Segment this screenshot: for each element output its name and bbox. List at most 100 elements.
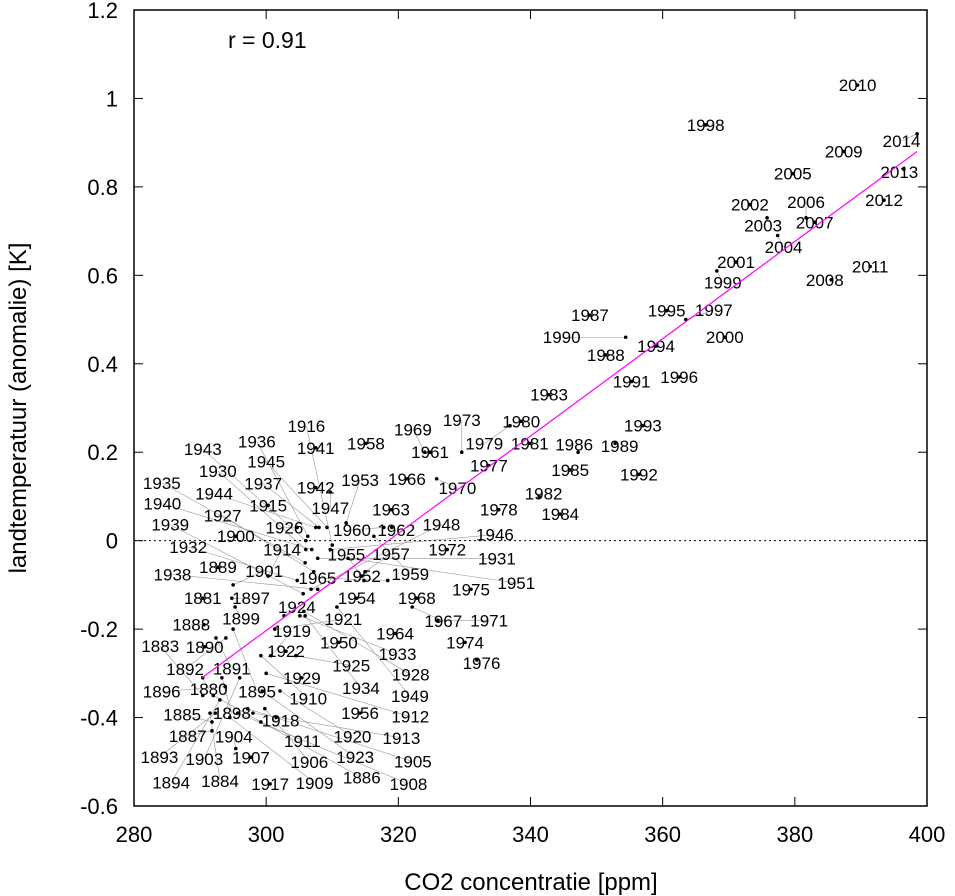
point-label-1996: 1996 — [660, 368, 698, 387]
point-label-1942: 1942 — [297, 479, 335, 498]
point-label-1923: 1923 — [336, 748, 374, 767]
data-point-1888 — [202, 622, 206, 627]
point-label-1934: 1934 — [342, 679, 380, 698]
point-label-2001: 2001 — [717, 253, 755, 272]
data-point-1960 — [381, 525, 386, 530]
leader-line — [336, 606, 411, 697]
point-label-2007: 2007 — [796, 213, 834, 232]
point-label-1952: 1952 — [343, 567, 381, 586]
point-label-1895: 1895 — [238, 682, 276, 701]
data-point-1974 — [463, 640, 467, 645]
leader-line — [222, 515, 314, 572]
leader-line — [264, 708, 310, 763]
data-point-1954 — [354, 596, 359, 600]
data-point-1983 — [547, 392, 551, 397]
data-point-1973 — [459, 450, 464, 455]
data-point-1935 — [303, 560, 307, 565]
data-point-1901 — [231, 583, 235, 587]
point-label-1958: 1958 — [347, 434, 385, 453]
data-point-1938 — [315, 587, 320, 592]
point-label-1938: 1938 — [154, 565, 192, 584]
leader-line — [232, 629, 258, 692]
point-label-1981: 1981 — [511, 434, 549, 453]
point-label-1925: 1925 — [332, 657, 370, 676]
point-label-1917: 1917 — [251, 775, 289, 794]
y-tick-label: -0.4 — [80, 706, 118, 731]
leader-line — [304, 615, 362, 689]
data-point-1922 — [284, 649, 288, 654]
point-label-1898: 1898 — [213, 704, 251, 723]
leader-line — [262, 690, 356, 758]
data-point-1950 — [337, 640, 341, 645]
point-label-1941: 1941 — [297, 439, 335, 458]
data-point-1919 — [268, 653, 273, 658]
data-point-1903 — [237, 675, 242, 680]
data-point-1966 — [405, 476, 409, 481]
point-label-1963: 1963 — [372, 501, 410, 520]
point-label-1993: 1993 — [624, 417, 662, 436]
point-label-1921: 1921 — [324, 610, 362, 629]
leader-line — [306, 426, 333, 546]
data-point-1931 — [315, 556, 320, 561]
point-label-1968: 1968 — [398, 589, 436, 608]
data-point-1929 — [300, 675, 304, 680]
point-label-1909: 1909 — [296, 774, 334, 793]
point-label-1985: 1985 — [551, 461, 589, 480]
point-label-1880: 1880 — [190, 680, 228, 699]
data-point-2001 — [734, 260, 738, 264]
point-label-1888: 1888 — [172, 616, 210, 635]
data-point-1897 — [230, 596, 234, 600]
point-label-1936: 1936 — [238, 432, 276, 451]
data-point-1933 — [298, 614, 302, 618]
leader-line — [187, 730, 213, 737]
data-point-1999 — [715, 269, 719, 273]
point-label-1927: 1927 — [204, 506, 242, 525]
point-label-1897: 1897 — [232, 589, 270, 608]
leader-line — [160, 645, 203, 696]
data-point-1978 — [496, 507, 501, 512]
point-label-2005: 2005 — [774, 165, 812, 184]
leader-line — [267, 549, 283, 577]
data-point-1886 — [211, 693, 216, 698]
data-point-1887 — [210, 729, 214, 733]
data-point-1941 — [313, 446, 318, 450]
data-point-1890 — [202, 645, 207, 649]
leader-line — [274, 618, 344, 630]
point-label-1974: 1974 — [446, 633, 484, 652]
point-label-1907: 1907 — [232, 748, 270, 767]
leader-line — [162, 503, 312, 550]
point-label-1889: 1889 — [199, 558, 237, 577]
data-point-1916 — [330, 543, 335, 547]
point-label-2009: 2009 — [825, 143, 863, 162]
leader-line — [303, 611, 411, 675]
leader-line — [188, 546, 298, 581]
leader-line — [412, 429, 426, 453]
leader-line — [373, 536, 411, 575]
point-label-1956: 1956 — [341, 704, 379, 723]
point-label-1944: 1944 — [195, 485, 233, 504]
point-label-1885: 1885 — [163, 706, 201, 725]
point-label-1913: 1913 — [382, 729, 420, 748]
leader-line — [348, 558, 517, 584]
data-point-1881 — [200, 596, 205, 600]
point-label-2003: 2003 — [744, 216, 782, 235]
point-label-1962: 1962 — [377, 521, 415, 540]
data-point-1965 — [385, 578, 390, 583]
data-point-1884 — [208, 711, 212, 715]
leader-line — [170, 524, 304, 594]
data-point-2000 — [722, 335, 727, 340]
data-point-1909 — [228, 715, 232, 720]
leader-line — [217, 470, 307, 550]
trendline — [201, 151, 918, 679]
data-point-1891 — [214, 636, 218, 640]
point-label-1931: 1931 — [478, 549, 516, 568]
leader-line — [436, 478, 458, 489]
point-label-1953: 1953 — [341, 471, 379, 490]
y-tick-label: -0.2 — [80, 617, 118, 642]
data-point-1961 — [428, 450, 432, 455]
data-point-1994 — [654, 344, 658, 348]
leader-line — [172, 574, 318, 590]
point-label-1967: 1967 — [424, 612, 462, 631]
point-labels: 2010 2014 1998 2009 2013 2005 2012 1987 1996 1991… — [141, 76, 921, 794]
data-point-1910 — [259, 653, 263, 658]
